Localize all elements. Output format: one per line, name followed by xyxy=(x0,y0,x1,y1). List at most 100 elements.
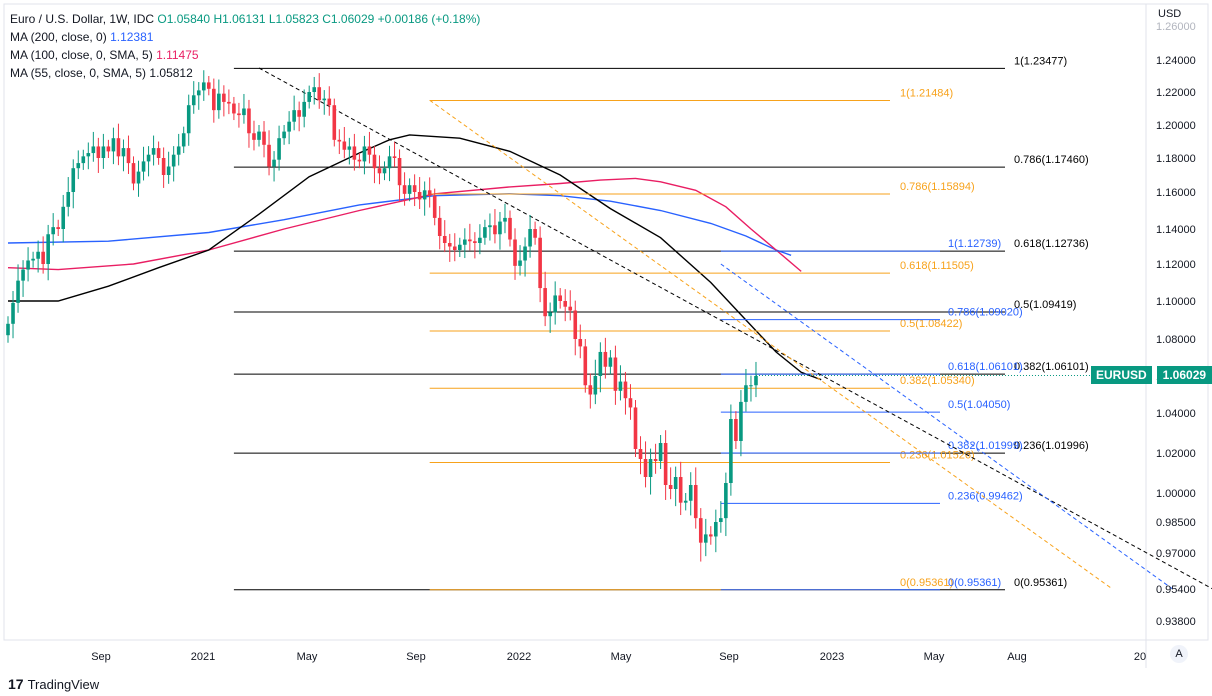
x-tick-label: May xyxy=(297,651,318,663)
candle-body xyxy=(734,419,738,441)
fib-blue-label: 0.236(0.99462) xyxy=(948,490,1023,502)
candle-body xyxy=(422,190,427,200)
legend-low: L1.05823 xyxy=(268,12,319,26)
y-tick-label: 1.12000 xyxy=(1156,259,1196,271)
candle-body xyxy=(31,258,35,261)
candle-body xyxy=(533,229,537,238)
fib-orange-label: 0.5(1.08422) xyxy=(900,318,962,330)
candle-body xyxy=(247,108,251,134)
candle-body xyxy=(327,98,332,106)
candle-body xyxy=(96,146,101,158)
fib-orange-label: 0.618(1.11505) xyxy=(900,260,974,272)
candle-body xyxy=(508,217,512,240)
x-tick-label: 20 xyxy=(1134,651,1146,663)
candle-body xyxy=(608,357,613,367)
auto-scale-button[interactable]: A xyxy=(1170,645,1188,663)
trendline xyxy=(258,67,1212,590)
candle-body xyxy=(367,146,372,155)
candle-body xyxy=(362,146,367,162)
fib-black-label: 0.236(1.01996) xyxy=(1014,440,1089,452)
candle-body xyxy=(724,483,728,519)
candle-body xyxy=(598,351,603,376)
x-tick-label: May xyxy=(924,651,945,663)
candle-body xyxy=(744,385,748,402)
candle-body xyxy=(518,260,522,266)
candle-body xyxy=(447,243,452,247)
candle-body xyxy=(196,90,201,96)
candle-body xyxy=(86,153,91,157)
tradingview-logo-icon: 17 xyxy=(8,676,24,692)
candle-body xyxy=(307,92,311,102)
fib-blue-label: 0.5(1.04050) xyxy=(948,399,1010,411)
candle-body xyxy=(297,110,301,117)
candle-body xyxy=(543,288,547,317)
fib-blue-label: 0.786(1.09020) xyxy=(948,307,1023,319)
x-tick-label: Sep xyxy=(719,651,739,663)
y-tick-label: 1.08000 xyxy=(1156,334,1196,346)
candle-body xyxy=(66,192,71,207)
candle-body xyxy=(61,206,66,229)
candle-body xyxy=(217,93,221,111)
candle-body xyxy=(277,138,281,160)
candle-body xyxy=(26,260,30,270)
candle-body xyxy=(166,166,171,175)
candle-body xyxy=(583,346,588,386)
y-tick-label: 1.24000 xyxy=(1156,55,1196,67)
y-tick-label: 0.97000 xyxy=(1156,548,1196,560)
candle-body xyxy=(387,156,392,169)
y-tick-label: 1.14000 xyxy=(1156,224,1196,236)
candle-body xyxy=(342,141,347,150)
candle-body xyxy=(101,146,106,158)
candle-body xyxy=(488,225,492,228)
candle-body xyxy=(623,381,628,399)
candle-body xyxy=(337,139,342,142)
candle-body xyxy=(754,376,758,386)
chart-pane-border xyxy=(3,3,1209,641)
candle-body xyxy=(222,93,226,102)
candle-body xyxy=(71,168,76,192)
candle-body xyxy=(232,103,236,114)
candle-body xyxy=(719,518,723,522)
candle-body xyxy=(513,239,517,266)
candle-body xyxy=(156,148,161,158)
candle-body xyxy=(703,534,708,543)
x-tick-label: 2021 xyxy=(191,651,215,663)
legend-ma200-row[interactable]: MA (200, close, 0) 1.12381 xyxy=(10,28,480,46)
candle-body xyxy=(478,237,482,243)
legend-ma55-row[interactable]: MA (55, close, 0, SMA, 5) 1.05812 xyxy=(10,64,480,82)
fib-black-label: 1(1.23477) xyxy=(1014,55,1067,67)
candle-body xyxy=(633,407,638,449)
candle-body xyxy=(267,144,271,167)
candle-body xyxy=(201,82,206,91)
candle-body xyxy=(588,385,593,395)
candle-body xyxy=(36,251,40,259)
legend-ma100-row[interactable]: MA (100, close, 0, SMA, 5) 1.11475 xyxy=(10,46,480,64)
legend-ma55-value: 1.05812 xyxy=(149,66,193,80)
y-tick-label: 1.04000 xyxy=(1156,408,1196,420)
ma100-line xyxy=(7,177,802,272)
candle-body xyxy=(377,168,382,174)
candle-body xyxy=(352,146,357,160)
candle-body xyxy=(282,131,286,139)
footer-branding: 17 TradingView xyxy=(8,676,99,692)
x-tick-label: 2023 xyxy=(820,651,844,663)
legend-ma200-label: MA (200, close, 0) xyxy=(10,30,107,44)
candle-body xyxy=(317,87,322,101)
fib-orange-label: 1(1.21484) xyxy=(900,88,953,100)
candle-body xyxy=(332,105,337,140)
candle-body xyxy=(257,131,261,140)
candle-body xyxy=(473,241,477,243)
candle-body xyxy=(56,227,60,229)
candle-body xyxy=(242,108,246,116)
fib-black-label: 0.5(1.09419) xyxy=(1014,299,1076,311)
footer-brand-name: TradingView xyxy=(27,676,100,692)
candle-body xyxy=(483,227,487,238)
legend-ma55-label: MA (55, close, 0, SMA, 5) xyxy=(10,66,147,80)
y-tick-label: 1.18000 xyxy=(1156,153,1196,165)
candle-body xyxy=(643,459,648,477)
x-tick-label: 2022 xyxy=(507,651,531,663)
candle-body xyxy=(46,234,50,264)
fib-black-label: 0(0.95361) xyxy=(1014,577,1067,589)
candle-body xyxy=(51,227,55,235)
